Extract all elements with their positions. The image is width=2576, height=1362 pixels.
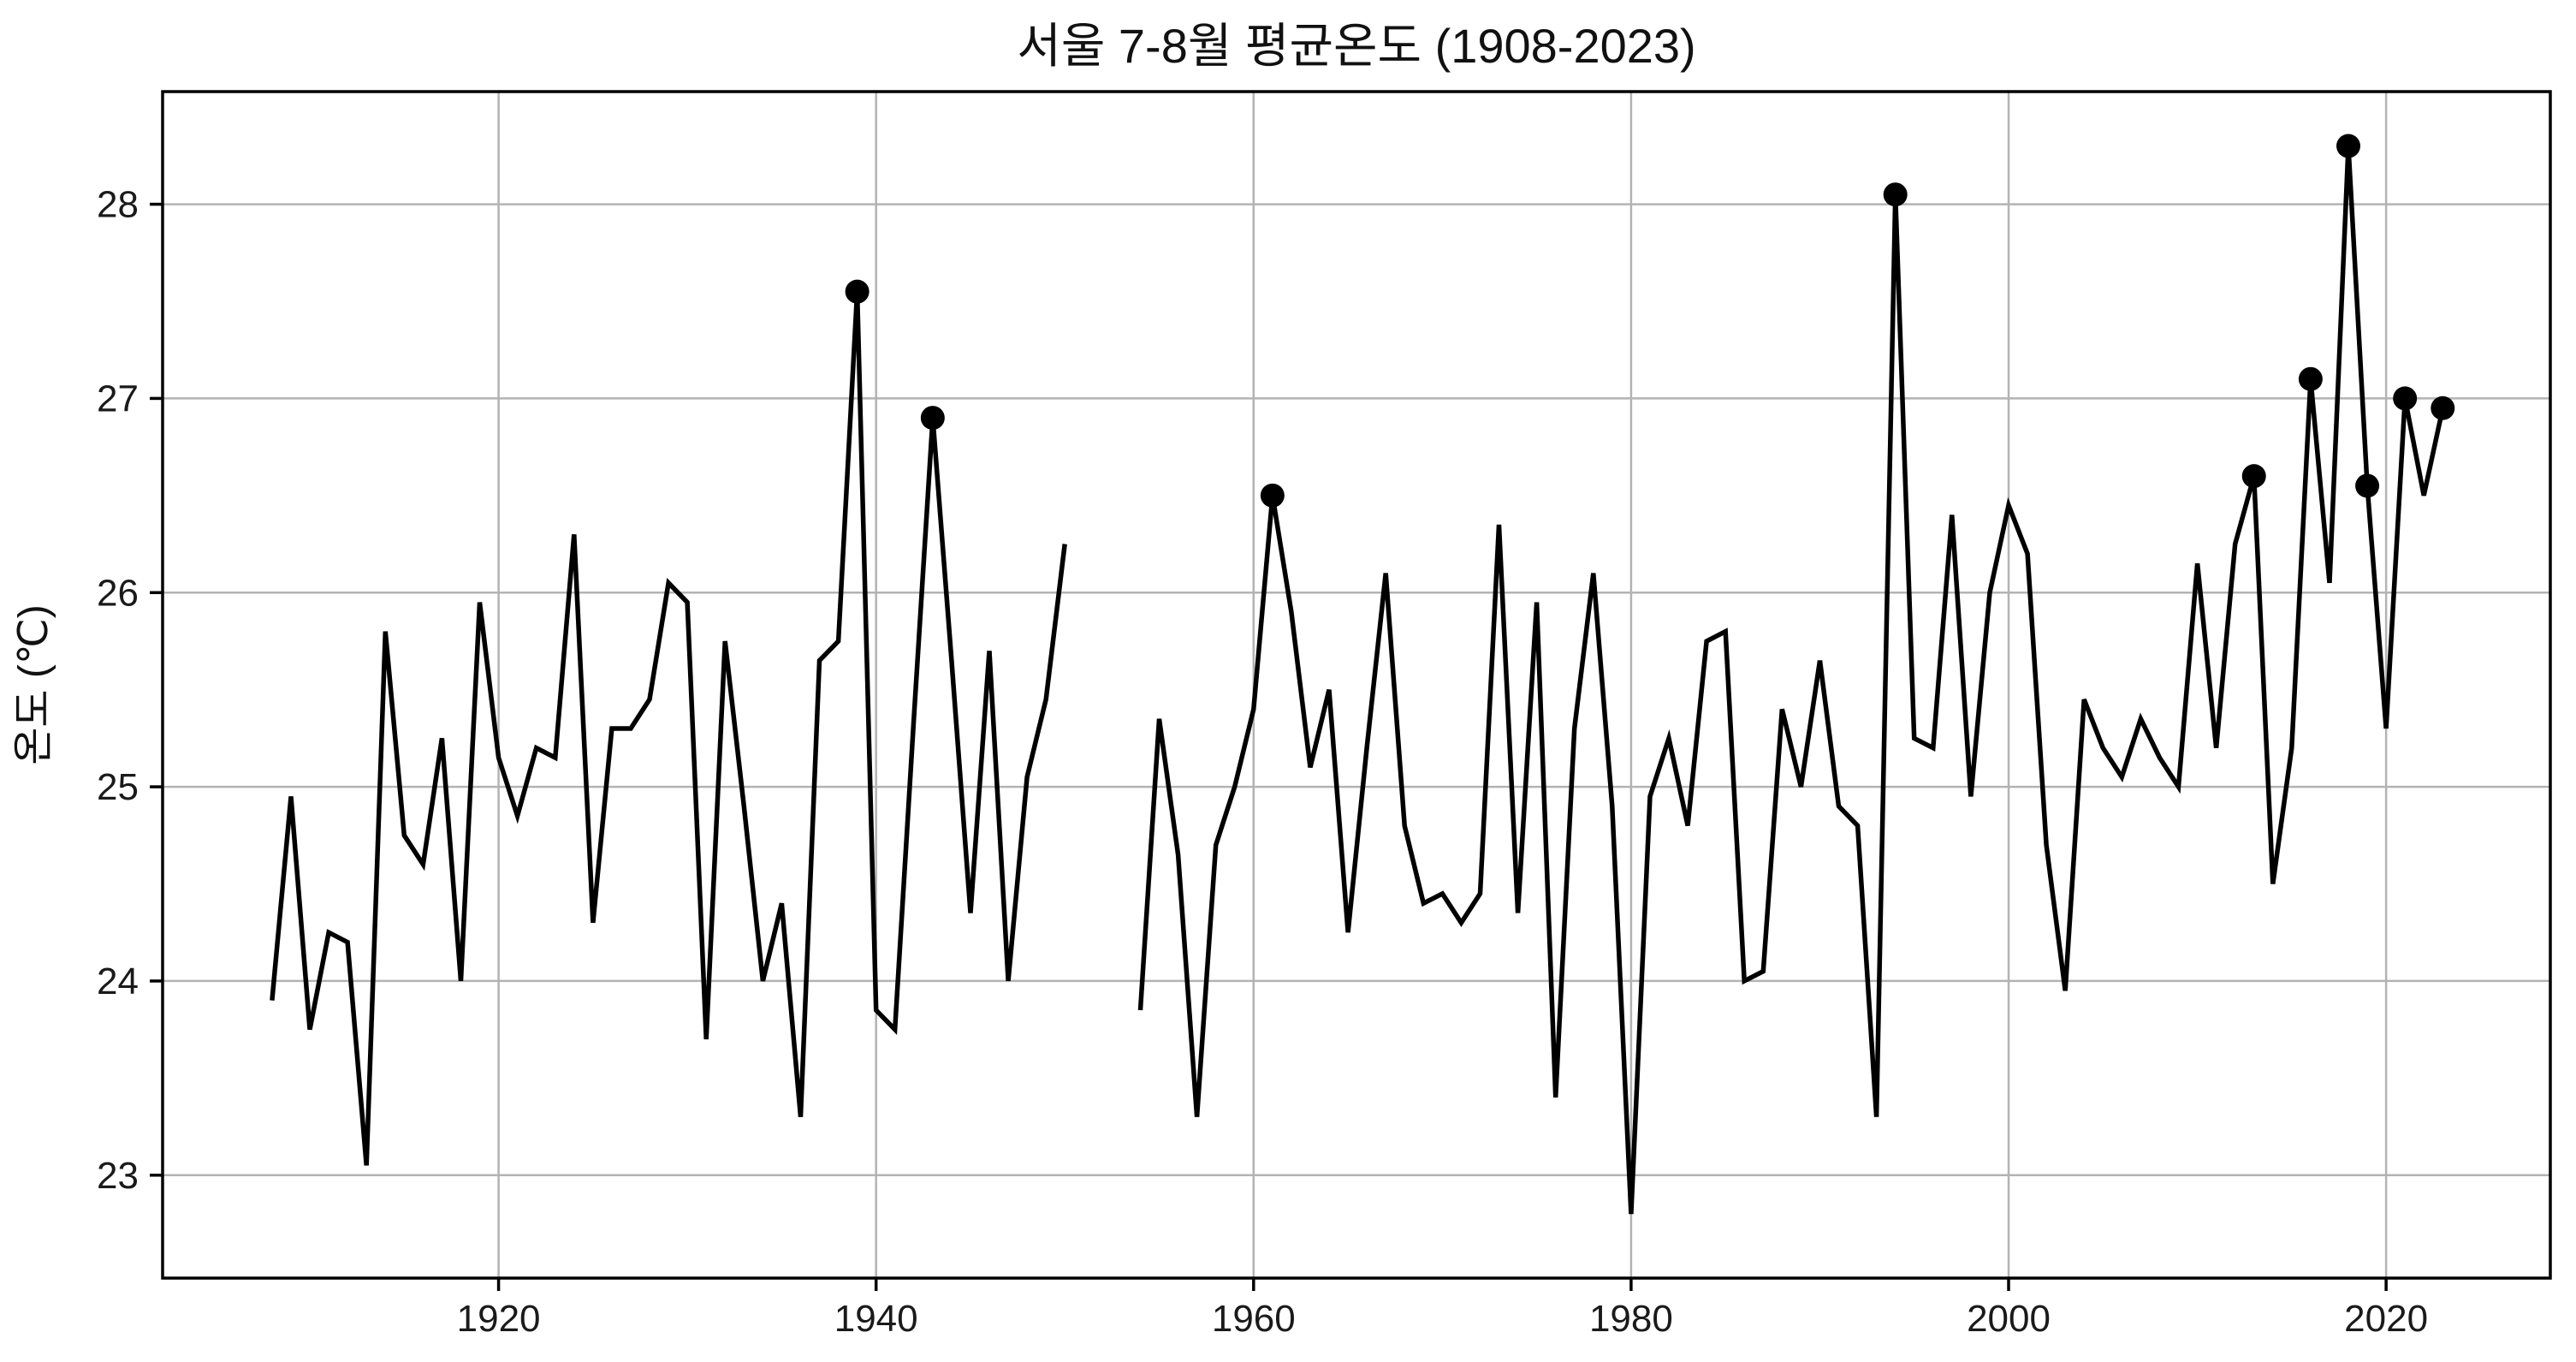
highlight-marker-2019 xyxy=(2355,473,2380,498)
series-layer xyxy=(270,146,2445,1215)
temperature-line xyxy=(270,146,2445,1215)
x-tick-label-1920: 1920 xyxy=(457,1298,541,1340)
y-tick-label-24: 24 xyxy=(97,961,139,1002)
highlight-marker-2016 xyxy=(2298,366,2323,391)
x-tick-label-1980: 1980 xyxy=(1589,1298,1673,1340)
highlight-marker-2021 xyxy=(2393,386,2418,411)
x-tick-label-2020: 2020 xyxy=(2344,1298,2428,1340)
x-tick-label-1960: 1960 xyxy=(1212,1298,1296,1340)
y-tick-label-23: 23 xyxy=(97,1155,139,1197)
grid-layer xyxy=(163,92,2550,1278)
plot-border xyxy=(161,90,2552,1280)
y-axis-label: 온도 (℃) xyxy=(11,604,56,765)
y-tick-label-26: 26 xyxy=(97,572,139,614)
highlight-marker-2018 xyxy=(2336,134,2361,158)
highlight-marker-2013 xyxy=(2241,464,2266,489)
highlight-marker-1943 xyxy=(920,406,945,431)
highlight-marker-1994 xyxy=(1883,182,1908,207)
tick-layer: 1920 1940 1960 1980 2000 2020 23 24 25 26 27 28 xyxy=(97,184,2428,1340)
highlight-marker-1961 xyxy=(1260,483,1285,508)
chart-title: 서울 7-8월 평균온도 (1908-2023) xyxy=(1017,19,1695,73)
y-tick-label-27: 27 xyxy=(97,378,139,419)
highlight-marker-2023 xyxy=(2431,396,2455,420)
highlight-marker-1939 xyxy=(845,279,870,304)
x-tick-label-2000: 2000 xyxy=(1967,1298,2051,1340)
x-tick-label-1940: 1940 xyxy=(834,1298,918,1340)
y-tick-label-28: 28 xyxy=(97,184,139,226)
y-tick-label-25: 25 xyxy=(97,766,139,808)
marker-layer xyxy=(845,134,2455,508)
